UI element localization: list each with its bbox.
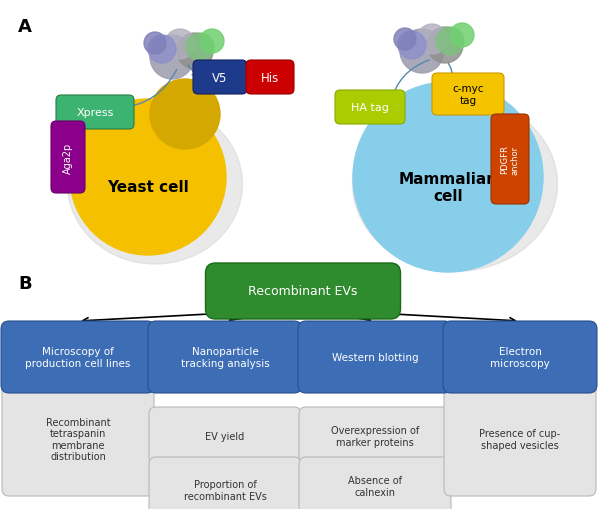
FancyBboxPatch shape	[206, 264, 401, 319]
Circle shape	[394, 29, 416, 51]
Text: Electron
microscopy: Electron microscopy	[490, 347, 550, 368]
Circle shape	[436, 28, 464, 56]
FancyBboxPatch shape	[51, 122, 85, 193]
Circle shape	[177, 34, 213, 70]
Text: Recombinant
tetraspanin
membrane
distribution: Recombinant tetraspanin membrane distrib…	[46, 417, 110, 462]
FancyBboxPatch shape	[299, 407, 451, 465]
Text: Yeast cell: Yeast cell	[107, 180, 189, 195]
Text: His: His	[261, 71, 279, 84]
Text: Microscopy of
production cell lines: Microscopy of production cell lines	[25, 347, 131, 368]
Circle shape	[186, 34, 214, 62]
Circle shape	[144, 33, 166, 55]
FancyBboxPatch shape	[444, 382, 596, 496]
Circle shape	[353, 83, 543, 272]
Circle shape	[400, 30, 444, 74]
Text: PDGFR
anchor: PDGFR anchor	[500, 145, 520, 174]
Text: Aga2p: Aga2p	[63, 142, 73, 173]
Circle shape	[150, 36, 194, 80]
FancyBboxPatch shape	[299, 457, 451, 509]
Circle shape	[148, 36, 176, 64]
Text: c-myc
tag: c-myc tag	[453, 84, 484, 105]
Text: Mammalian
cell: Mammalian cell	[399, 172, 497, 204]
Text: V5: V5	[212, 71, 227, 84]
Text: HA tag: HA tag	[351, 103, 389, 113]
FancyBboxPatch shape	[1, 321, 155, 393]
FancyBboxPatch shape	[491, 115, 529, 205]
Circle shape	[398, 32, 426, 60]
Text: Proportion of
recombinant EVs: Proportion of recombinant EVs	[183, 479, 266, 501]
Text: B: B	[18, 274, 31, 293]
Ellipse shape	[68, 105, 243, 265]
FancyBboxPatch shape	[149, 407, 301, 465]
Circle shape	[200, 30, 224, 54]
Circle shape	[427, 28, 463, 64]
Text: Absence of
calnexin: Absence of calnexin	[348, 475, 402, 497]
Circle shape	[450, 24, 474, 48]
FancyBboxPatch shape	[246, 61, 294, 95]
FancyBboxPatch shape	[193, 61, 247, 95]
FancyBboxPatch shape	[2, 382, 154, 496]
Text: Xpress: Xpress	[76, 108, 114, 118]
Circle shape	[150, 80, 220, 150]
Text: Nanoparticle
tracking analysis: Nanoparticle tracking analysis	[181, 347, 269, 368]
FancyBboxPatch shape	[148, 321, 302, 393]
Text: Western blotting: Western blotting	[332, 352, 418, 362]
Circle shape	[165, 30, 195, 60]
Text: Presence of cup-
shaped vesicles: Presence of cup- shaped vesicles	[479, 429, 561, 450]
FancyBboxPatch shape	[443, 321, 597, 393]
FancyBboxPatch shape	[432, 74, 504, 116]
FancyBboxPatch shape	[298, 321, 452, 393]
Circle shape	[417, 25, 447, 55]
Text: EV yield: EV yield	[205, 431, 244, 441]
FancyBboxPatch shape	[149, 457, 301, 509]
FancyBboxPatch shape	[335, 91, 405, 125]
Ellipse shape	[353, 97, 557, 272]
Circle shape	[70, 100, 226, 256]
FancyBboxPatch shape	[56, 96, 134, 130]
Text: A: A	[18, 18, 32, 36]
Text: Overexpression of
marker proteins: Overexpression of marker proteins	[331, 426, 419, 447]
Text: Recombinant EVs: Recombinant EVs	[248, 285, 358, 298]
